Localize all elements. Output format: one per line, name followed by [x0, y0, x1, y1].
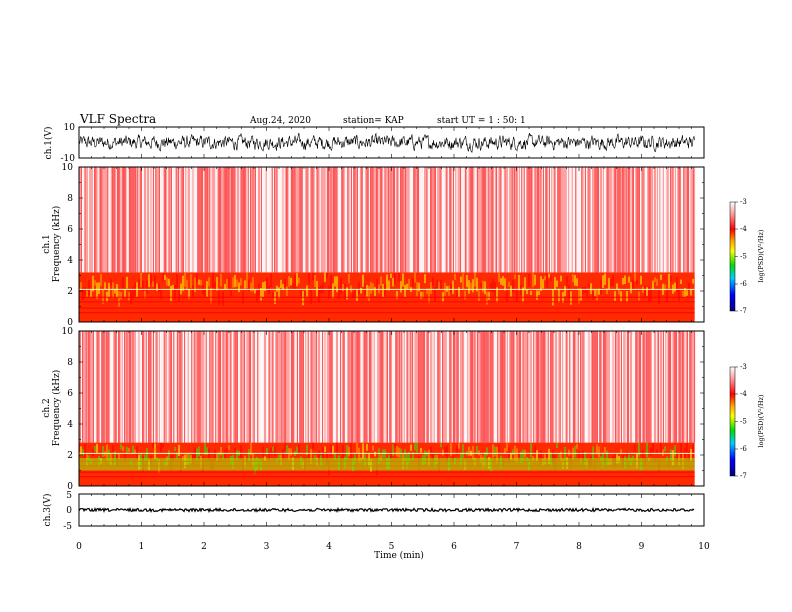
ch1-trace: [78, 132, 695, 153]
ch2-cb-tick-m6: -6: [740, 445, 747, 453]
x-tick-5: 5: [389, 542, 395, 552]
ch2-cb-tick-m3: -3: [740, 363, 747, 371]
ch2-spec-ytick-2: 2: [67, 451, 73, 461]
x-tick-4: 4: [326, 542, 332, 552]
ch1-spec-ylabel-line2: Frequency (kHz): [51, 206, 62, 283]
ch1-colorbar-label: log(PSD)(V²/Hz): [757, 229, 765, 282]
ch1-spec-ytick-6: 6: [67, 225, 73, 235]
ch1-waveform-panel: 10 -10 ch.1(V): [43, 123, 705, 164]
ch2-spec-ylabel-line2: Frequency (kHz): [51, 370, 62, 447]
figure-title: VLF Spectra: [79, 112, 156, 126]
header-date: Aug.24, 2020: [249, 116, 311, 126]
ch2-spec-ytick-0: 0: [67, 482, 73, 492]
x-tick-1: 1: [139, 542, 145, 552]
ch1-cb-tick-m4: -4: [740, 225, 747, 233]
ch1-colorbar-ticks: [735, 201, 738, 312]
ch2-colorbar: -3 -4 -5 -6 -7 log(PSD)(V²/Hz): [729, 363, 765, 480]
ch2-spec-ytick-8: 8: [67, 358, 73, 368]
x-tick-6: 6: [451, 542, 457, 552]
ch2-cb-tick-m5: -5: [740, 418, 747, 426]
x-tick-9: 9: [639, 542, 645, 552]
ch2-spec-ylabel-line1: ch.2: [42, 398, 52, 417]
ch2-spectrogram-panel: 0 2 4 6 8 10 ch.2 Frequency (kHz): [42, 327, 705, 492]
ch1-cb-tick-m6: -6: [740, 280, 747, 288]
ch3-trace: [78, 506, 695, 514]
x-tick-0: 0: [76, 542, 82, 552]
ch1-spec-ytick-4: 4: [67, 256, 73, 266]
ch1-ytick-bottom: -10: [61, 154, 76, 164]
x-tick-8: 8: [576, 542, 582, 552]
ch3-ytick-mid: 0: [66, 506, 72, 516]
ch2-spec-ytick-4: 4: [67, 420, 73, 430]
ch1-ytick-top: 10: [64, 123, 76, 133]
header-station: station= KAP: [343, 116, 404, 126]
ch1-cb-tick-m5: -5: [740, 253, 747, 261]
ch2-spec-ytick-6: 6: [67, 389, 73, 399]
ch1-spec-ytick-2: 2: [67, 287, 73, 297]
ch3-ytick-bottom: -5: [63, 522, 72, 532]
x-axis-label: Time (min): [374, 550, 424, 561]
ch3-ytick-top: 5: [66, 491, 72, 501]
x-tick-2: 2: [201, 542, 207, 552]
x-tick-3: 3: [264, 542, 270, 552]
ch2-cb-tick-m7: -7: [740, 472, 747, 480]
ch2-colorbar-ticks: [735, 366, 738, 477]
spectrogram-green-patch: [79, 458, 695, 471]
time-axis-ticks: [78, 127, 705, 526]
ch1-spec-ytick-10: 10: [62, 163, 74, 173]
x-tick-7: 7: [514, 542, 520, 552]
header-start-ut: start UT = 1 : 50: 1: [437, 116, 526, 126]
ch1-cb-tick-m3: -3: [740, 198, 747, 206]
ch2-cb-tick-m4: -4: [740, 390, 747, 398]
ch1-colorbar: -3 -4 -5 -6 -7 log(PSD)(V²/Hz): [729, 198, 765, 315]
ch1-waveform-ylabel: ch.1(V): [43, 127, 54, 160]
ch2-colorbar-label: log(PSD)(V²/Hz): [757, 394, 765, 447]
ch2-spec-ytick-10: 10: [62, 327, 74, 337]
ch3-waveform-panel: 5 0 -5 ch.3(V): [42, 491, 705, 532]
ch2-spectrogram-image: [78, 331, 696, 486]
ch3-waveform-ylabel: ch.3(V): [42, 494, 53, 527]
ch1-spectrogram-image: [78, 167, 696, 322]
x-tick-10: 10: [698, 542, 710, 552]
ch1-spec-ytick-0: 0: [67, 318, 73, 328]
ch1-cb-tick-m7: -7: [740, 307, 747, 315]
ch1-spec-ytick-8: 8: [67, 194, 73, 204]
ch1-spec-ylabel-line1: ch.1: [42, 234, 52, 253]
ch1-spectrogram-panel: 0 2 4 6 8 10 ch.1 Frequency (kHz): [42, 163, 705, 328]
